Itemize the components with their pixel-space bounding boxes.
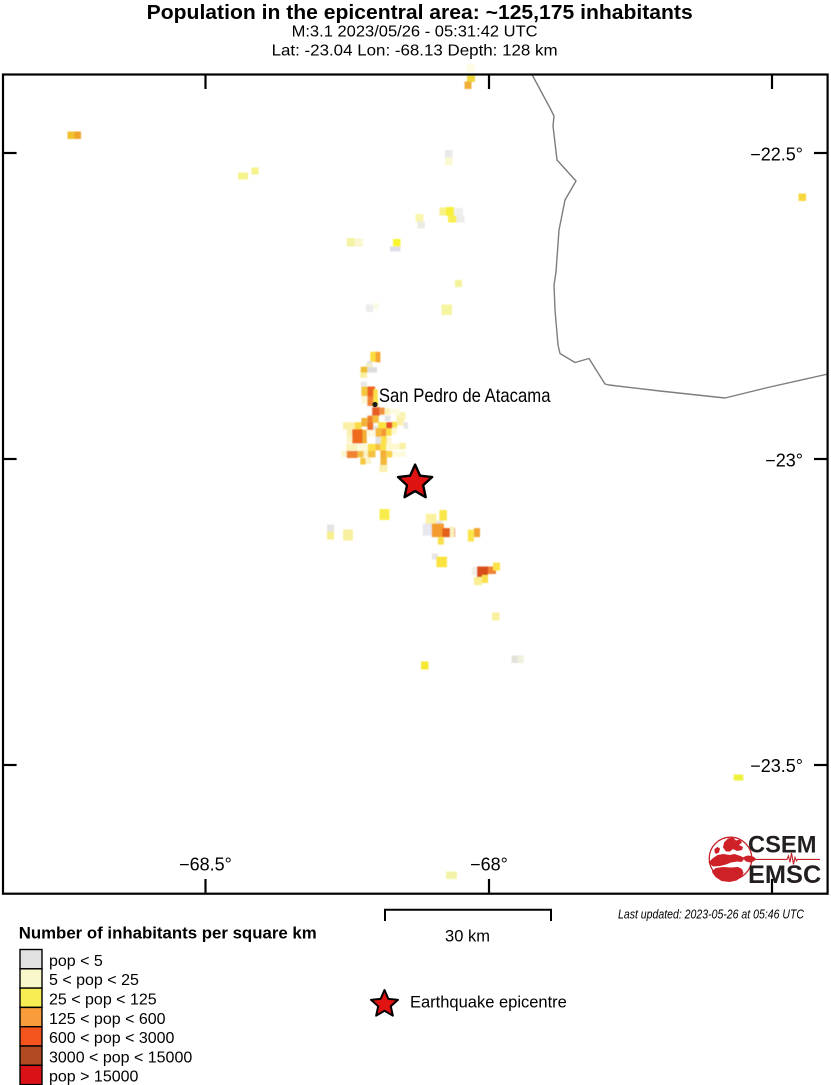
svg-text:EMSC: EMSC — [748, 861, 821, 889]
svg-text:3000 < pop < 15000: 3000 < pop < 15000 — [49, 1049, 192, 1066]
svg-text:CSEM: CSEM — [748, 831, 817, 858]
svg-text:125 < pop < 600: 125 < pop < 600 — [49, 1011, 166, 1028]
svg-text:San Pedro de Atacama: San Pedro de Atacama — [379, 385, 551, 407]
svg-text:−23.5°: −23.5° — [750, 756, 803, 776]
svg-text:600 < pop < 3000: 600 < pop < 3000 — [49, 1030, 175, 1047]
svg-text:M:3.1 2023/05/26 - 05:31:42 UT: M:3.1 2023/05/26 - 05:31:42 UTC — [292, 24, 538, 41]
svg-text:Last updated: 2023-05-26 at 05: Last updated: 2023-05-26 at 05:46 UTC — [618, 906, 804, 921]
svg-text:Earthquake epicentre: Earthquake epicentre — [410, 994, 567, 1012]
svg-text:−68.5°: −68.5° — [179, 854, 232, 874]
svg-text:5 < pop < 25: 5 < pop < 25 — [49, 972, 139, 989]
svg-text:−23°: −23° — [765, 450, 803, 470]
svg-text:pop < 5: pop < 5 — [49, 953, 103, 970]
svg-text:Number of inhabitants per squa: Number of inhabitants per square km — [19, 924, 317, 943]
svg-text:25 < pop < 125: 25 < pop < 125 — [49, 991, 157, 1008]
svg-text:−68°: −68° — [470, 854, 508, 874]
svg-text:Lat: -23.04 Lon: -68.13 Depth:: Lat: -23.04 Lon: -68.13 Depth: 128 km — [272, 43, 558, 60]
svg-text:−22.5°: −22.5° — [750, 145, 803, 165]
svg-text:30 km: 30 km — [445, 928, 490, 946]
svg-text:Population in the epicentral a: Population in the epicentral area: ~125,… — [147, 2, 693, 24]
svg-text:pop > 15000: pop > 15000 — [49, 1069, 139, 1085]
